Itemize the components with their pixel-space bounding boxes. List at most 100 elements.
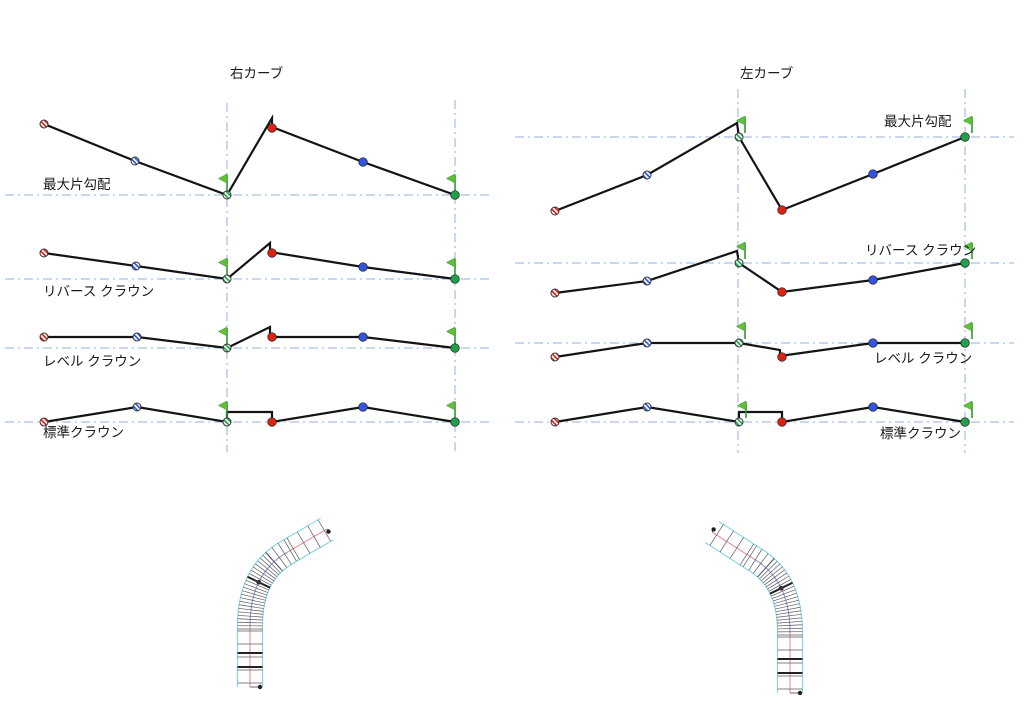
station-tick [259, 557, 279, 576]
solid-green-grip-point[interactable] [450, 190, 460, 200]
solid-green-grip-point[interactable] [960, 417, 970, 427]
station-tick [775, 603, 800, 610]
station-tick [283, 539, 297, 562]
station-tick [768, 579, 791, 592]
station-tick [772, 592, 797, 602]
station-tick [761, 563, 781, 582]
end-station-mark [797, 690, 803, 696]
hatched-blue-grip-point[interactable] [642, 276, 652, 286]
station-tick [262, 554, 281, 574]
station-tick [767, 575, 790, 590]
solid-blue-grip-point[interactable] [868, 275, 878, 285]
hatched-green-grip-point[interactable] [734, 132, 744, 142]
hatched-blue-grip-point[interactable] [130, 156, 140, 166]
station-tick [762, 566, 783, 584]
plan-left-curve [704, 521, 804, 696]
critical-station-flag-icon [445, 257, 456, 275]
station-tick [250, 569, 273, 584]
row-standard-crown: 標準クラウン [515, 400, 1014, 441]
critical-station-flag-icon [445, 400, 456, 418]
hatched-green-grip-point[interactable] [222, 417, 232, 427]
station-tick [777, 627, 803, 630]
hatched-red-grip-point[interactable] [550, 206, 560, 216]
critical-station-flag-icon [735, 321, 746, 339]
station-tick [239, 600, 265, 607]
solid-red-grip-point[interactable] [267, 248, 277, 258]
solid-blue-grip-point[interactable] [358, 332, 368, 342]
critical-station-flag-icon [217, 326, 228, 344]
solid-green-grip-point[interactable] [450, 274, 460, 284]
solid-blue-grip-point[interactable] [358, 402, 368, 412]
critical-station-flag-icon [962, 241, 973, 259]
station-tick [237, 614, 263, 618]
hatched-red-grip-point[interactable] [39, 119, 49, 129]
hatched-green-grip-point[interactable] [734, 417, 744, 427]
row-label-standard-crown: 標準クラウン [43, 425, 124, 440]
solid-red-grip-point[interactable] [267, 332, 277, 342]
end-station-mark [257, 684, 263, 690]
solid-blue-grip-point[interactable] [868, 402, 878, 412]
hatched-green-grip-point[interactable] [734, 338, 744, 348]
station-tick [317, 519, 331, 542]
critical-station-flag-icon [735, 241, 746, 259]
station-tick [729, 537, 744, 559]
station-tick [765, 572, 788, 588]
station-tick [719, 530, 734, 553]
solid-red-grip-point[interactable] [777, 205, 787, 215]
hatched-green-grip-point[interactable] [734, 258, 744, 268]
mid-station-mark [778, 585, 784, 591]
road-edge-line [704, 542, 779, 693]
row-label-standard-crown: 標準クラウン [880, 426, 961, 441]
station-tick [297, 531, 311, 554]
solid-blue-grip-point[interactable] [868, 338, 878, 348]
hatched-blue-grip-point[interactable] [642, 402, 652, 412]
solid-blue-grip-point[interactable] [868, 169, 878, 179]
solid-green-grip-point[interactable] [960, 132, 970, 142]
solid-red-grip-point[interactable] [267, 417, 277, 427]
station-tick [773, 596, 798, 605]
critical-station-flag-icon [735, 115, 746, 133]
hatched-red-grip-point[interactable] [39, 248, 49, 258]
hatched-blue-grip-point[interactable] [642, 338, 652, 348]
station-tick [742, 545, 757, 568]
hatched-blue-grip-point[interactable] [642, 170, 652, 180]
hatched-green-grip-point[interactable] [222, 343, 232, 353]
station-tick [752, 553, 769, 574]
hatched-green-grip-point[interactable] [222, 274, 232, 284]
hatched-blue-grip-point[interactable] [132, 402, 142, 412]
hatched-red-grip-point[interactable] [39, 332, 49, 342]
solid-red-grip-point[interactable] [267, 123, 277, 133]
row-label-reverse-crown: リバース クラウン [865, 243, 976, 258]
superelevation-profile-line [42, 240, 457, 281]
station-tick [257, 560, 278, 578]
solid-red-grip-point[interactable] [777, 417, 787, 427]
solid-blue-grip-point[interactable] [358, 262, 368, 272]
station-tick [242, 590, 267, 599]
solid-green-grip-point[interactable] [960, 258, 970, 268]
station-tick [238, 607, 264, 612]
station-tick [238, 611, 264, 615]
solid-green-grip-point[interactable] [450, 343, 460, 353]
solid-red-grip-point[interactable] [777, 287, 787, 297]
solid-green-grip-point[interactable] [450, 417, 460, 427]
hatched-red-grip-point[interactable] [39, 417, 49, 427]
row-label-reverse-crown: リバース クラウン [43, 284, 154, 299]
station-tick [243, 586, 268, 596]
solid-green-grip-point[interactable] [960, 338, 970, 348]
hatched-blue-grip-point[interactable] [131, 261, 141, 271]
row-reverse-crown: リバース クラウン [5, 240, 493, 299]
solid-red-grip-point[interactable] [777, 352, 787, 362]
row-level-crown: レベル クラウン [5, 325, 493, 369]
station-tick [265, 552, 283, 572]
station-tick [759, 560, 778, 580]
hatched-red-grip-point[interactable] [550, 417, 560, 427]
hatched-green-grip-point[interactable] [222, 190, 232, 200]
hatched-red-grip-point[interactable] [550, 288, 560, 298]
hatched-red-grip-point[interactable] [550, 352, 560, 362]
station-tick [709, 524, 724, 546]
station-tick [764, 569, 785, 586]
critical-station-flag-icon [217, 257, 228, 275]
hatched-blue-grip-point[interactable] [132, 332, 142, 342]
solid-blue-grip-point[interactable] [358, 157, 368, 167]
